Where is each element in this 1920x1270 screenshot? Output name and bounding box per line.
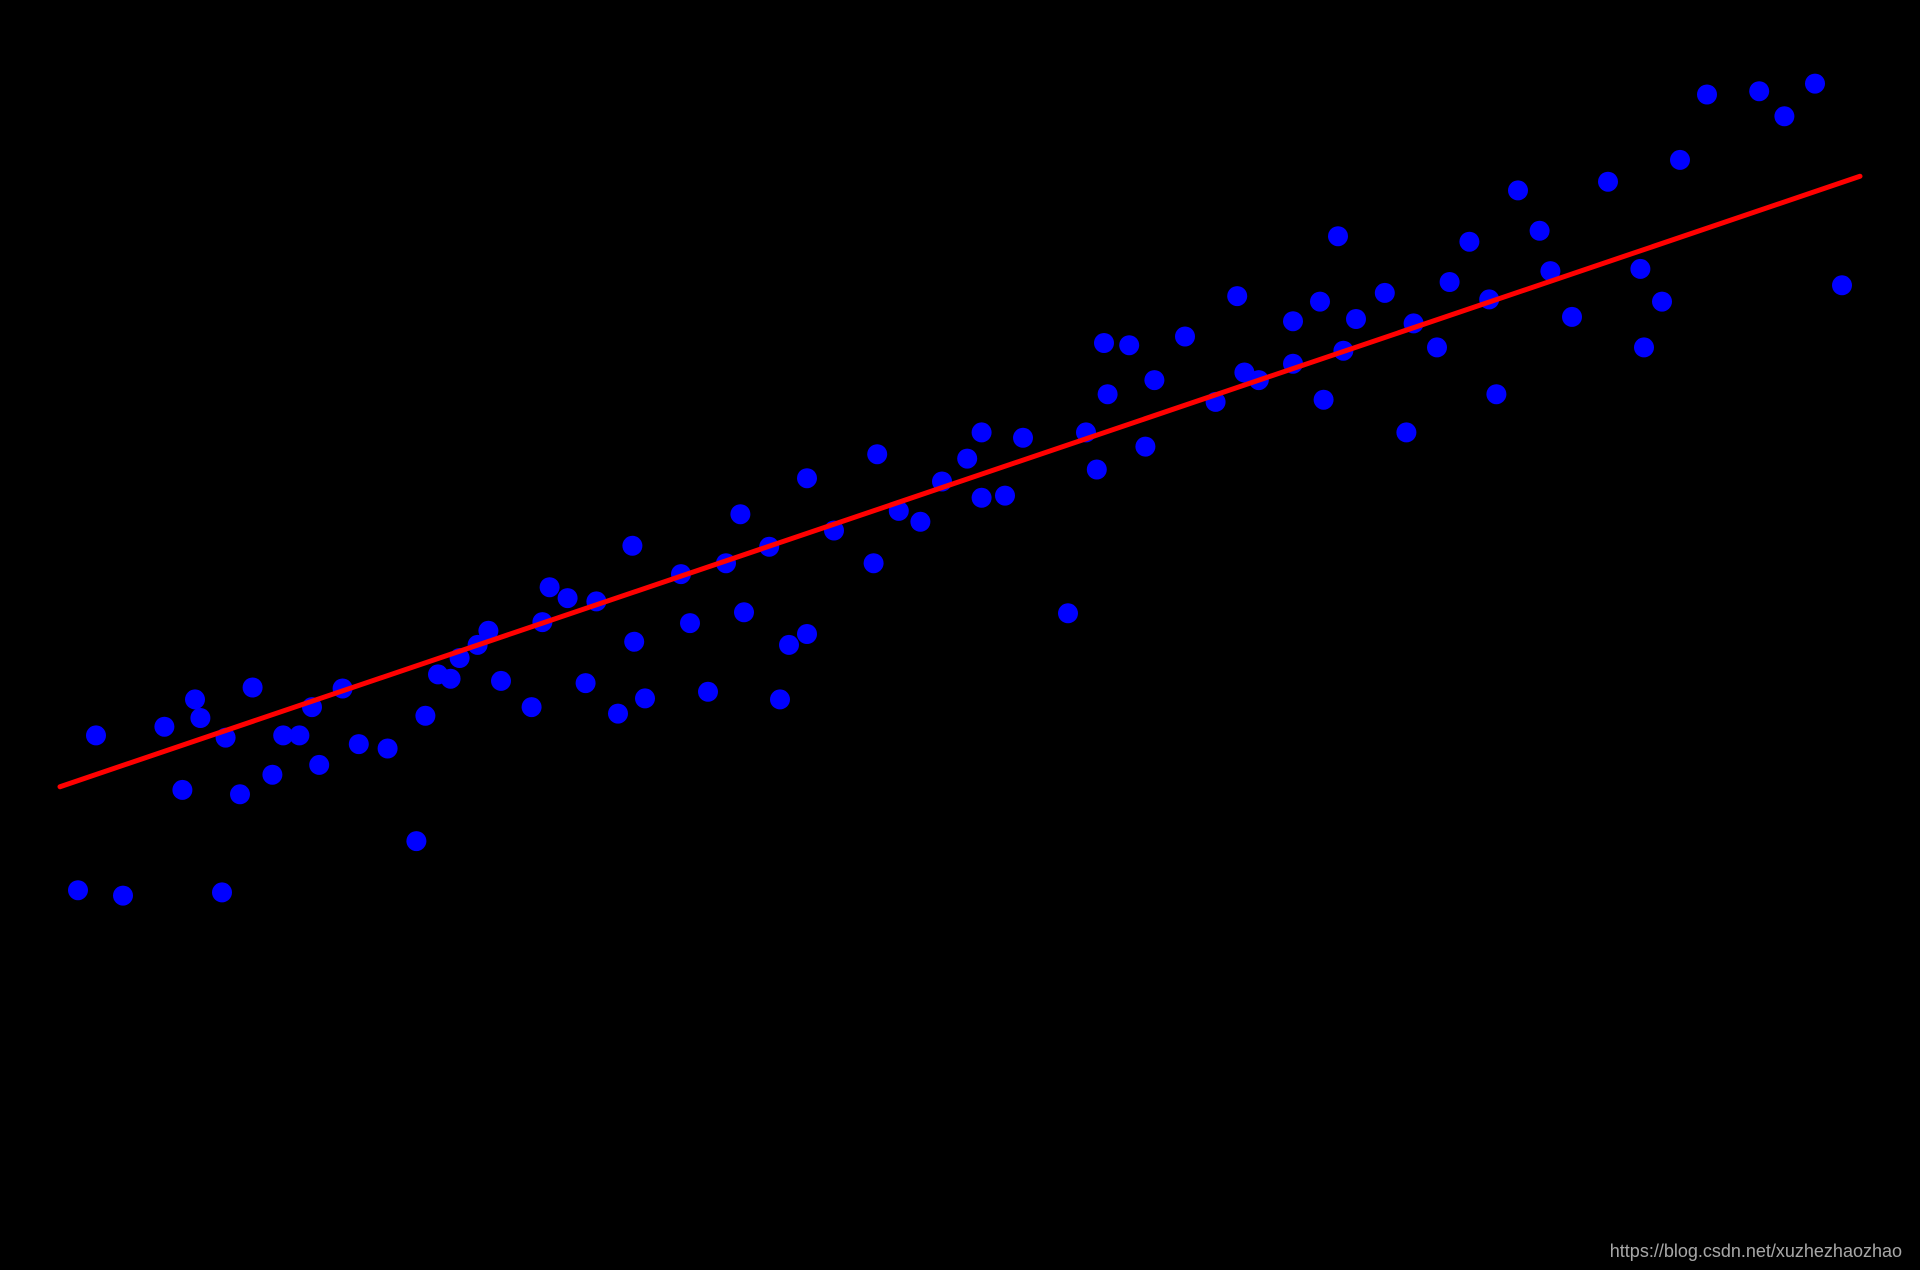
scatter-point	[230, 784, 250, 804]
scatter-point	[910, 512, 930, 532]
chart-svg	[0, 0, 1920, 1270]
scatter-point	[68, 880, 88, 900]
scatter-point	[1314, 390, 1334, 410]
scatter-point	[1630, 259, 1650, 279]
scatter-point	[734, 602, 754, 622]
scatter-point	[1135, 437, 1155, 457]
scatter-point	[1749, 81, 1769, 101]
scatter-point	[1652, 292, 1672, 312]
scatter-point	[1013, 428, 1033, 448]
scatter-point	[1530, 221, 1550, 241]
scatter-point	[1670, 150, 1690, 170]
scatter-point	[190, 708, 210, 728]
scatter-point	[1774, 106, 1794, 126]
scatter-point	[289, 725, 309, 745]
scatter-point	[797, 468, 817, 488]
scatter-point	[1832, 275, 1852, 295]
scatter-point	[1310, 292, 1330, 312]
scatter-chart: https://blog.csdn.net/xuzhezhaozhao	[0, 0, 1920, 1270]
scatter-point	[797, 624, 817, 644]
scatter-point	[491, 671, 511, 691]
scatter-point	[1375, 283, 1395, 303]
scatter-point	[1328, 226, 1348, 246]
scatter-point	[415, 706, 435, 726]
scatter-point	[1227, 286, 1247, 306]
scatter-point	[624, 632, 644, 652]
scatter-point	[212, 882, 232, 902]
scatter-point	[378, 739, 398, 759]
scatter-point	[1427, 337, 1447, 357]
scatter-point	[608, 704, 628, 724]
scatter-point	[1486, 384, 1506, 404]
scatter-point	[441, 669, 461, 689]
scatter-point	[1562, 307, 1582, 327]
scatter-point	[1283, 311, 1303, 331]
scatter-point	[1144, 370, 1164, 390]
scatter-point	[1459, 232, 1479, 252]
scatter-point	[262, 765, 282, 785]
scatter-point	[349, 734, 369, 754]
scatter-point	[1175, 327, 1195, 347]
scatter-point	[1508, 180, 1528, 200]
scatter-point	[243, 678, 263, 698]
scatter-point	[1634, 337, 1654, 357]
scatter-point	[730, 504, 750, 524]
scatter-point	[185, 689, 205, 709]
scatter-point	[770, 689, 790, 709]
scatter-point	[1119, 335, 1139, 355]
scatter-point	[779, 635, 799, 655]
scatter-point	[680, 613, 700, 633]
scatter-point	[867, 444, 887, 464]
scatter-point	[113, 886, 133, 906]
scatter-point	[540, 577, 560, 597]
scatter-point	[1346, 309, 1366, 329]
scatter-point	[622, 536, 642, 556]
scatter-point	[522, 697, 542, 717]
scatter-point	[1697, 85, 1717, 105]
scatter-point	[1058, 603, 1078, 623]
scatter-point	[154, 717, 174, 737]
scatter-point	[406, 831, 426, 851]
scatter-point	[635, 688, 655, 708]
scatter-point	[558, 588, 578, 608]
scatter-point	[86, 725, 106, 745]
chart-background	[0, 0, 1920, 1270]
scatter-point	[1098, 384, 1118, 404]
scatter-point	[309, 755, 329, 775]
scatter-point	[576, 673, 596, 693]
scatter-point	[698, 682, 718, 702]
scatter-point	[972, 422, 992, 442]
scatter-point	[1598, 172, 1618, 192]
scatter-point	[1396, 422, 1416, 442]
scatter-point	[1087, 460, 1107, 480]
scatter-point	[972, 488, 992, 508]
scatter-point	[172, 780, 192, 800]
scatter-point	[1805, 74, 1825, 94]
scatter-point	[995, 486, 1015, 506]
scatter-point	[1440, 272, 1460, 292]
scatter-point	[957, 449, 977, 469]
scatter-point	[864, 553, 884, 573]
watermark-text: https://blog.csdn.net/xuzhezhaozhao	[1610, 1241, 1902, 1262]
scatter-point	[1094, 333, 1114, 353]
